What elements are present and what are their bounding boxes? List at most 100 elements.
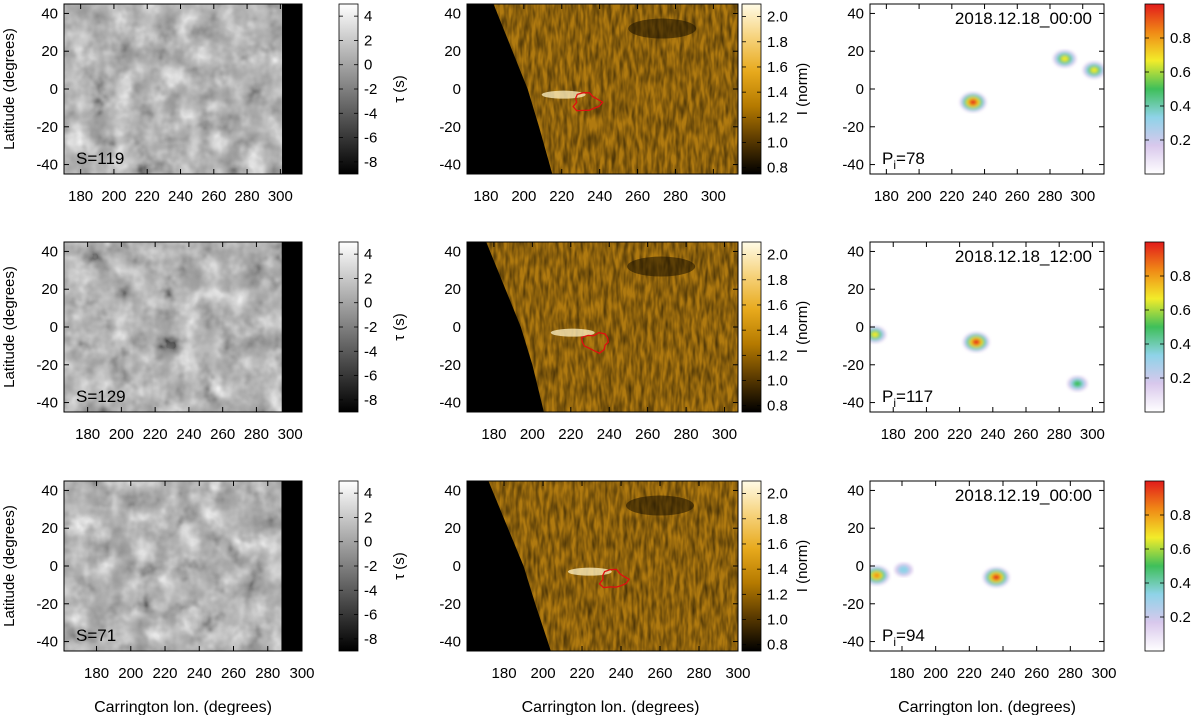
y-tick-label: 0	[856, 558, 864, 575]
colorbar-tick-label: 4	[364, 246, 372, 263]
colorbar-tau-row2: 4 2 0 -2 -4 -6 -8 τ (s)	[338, 241, 408, 413]
active-region-contour	[572, 92, 604, 112]
blob-level	[973, 339, 980, 345]
colorbar-probability-row2: 0.8 0.6 0.4 0.2	[1144, 241, 1191, 413]
colorbar-tick-label: 2.0	[767, 247, 788, 264]
colorbar-tick-label: 0.8	[767, 160, 788, 177]
y-tick-label: 0	[50, 558, 58, 575]
colorbar-tick-label: -8	[364, 392, 377, 409]
plot-area	[870, 481, 1104, 651]
colorbar-tick-label: 1.4	[767, 322, 788, 339]
colorbar-label: τ (s)	[391, 75, 408, 103]
panel-annotation: S=129	[76, 387, 126, 406]
y-tick-label: 40	[847, 482, 864, 499]
panel-date-title: 2018.12.18_00:00	[955, 9, 1092, 28]
x-tick-label: 220	[558, 426, 583, 443]
colorbar-intensity-row2: 2.0 1.8 1.6 1.4 1.2 1.0 0.8 I (norm)	[741, 241, 811, 415]
x-tick-label: 180	[84, 665, 109, 682]
probability-blob	[960, 92, 987, 112]
y-tick-label: 20	[41, 281, 58, 298]
x-tick-label: 200	[923, 665, 948, 682]
y-tick-label: 20	[847, 520, 864, 537]
probability-background	[870, 4, 1104, 174]
probability-background	[870, 242, 1104, 412]
y-tick-label: -20	[439, 596, 461, 613]
y-tick-label: 40	[444, 5, 461, 22]
colorbar-tick-label: 1.8	[767, 272, 788, 289]
y-tick-label: 20	[847, 281, 864, 298]
x-tick-label: 240	[176, 426, 201, 443]
plot-area	[64, 242, 302, 412]
y-tick-label: -20	[36, 119, 58, 136]
y-tick-label: 20	[444, 520, 461, 537]
probability-blob	[1083, 61, 1104, 79]
y-tick-label: 0	[453, 558, 461, 575]
colorbar-label: τ (s)	[391, 313, 408, 341]
x-tick-label: 240	[587, 188, 612, 205]
colorbar-intensity-row3: 2.0 1.8 1.6 1.4 1.2 1.0 0.8 I (norm)	[741, 480, 811, 654]
colorbar-tick-label: 1.2	[767, 109, 788, 126]
y-tick-label: 0	[453, 319, 461, 336]
plot-area	[870, 4, 1104, 174]
plot-area	[64, 481, 302, 651]
dark-patch	[627, 256, 696, 277]
y-tick-label: 0	[50, 81, 58, 98]
y-tick-label: 40	[41, 243, 58, 260]
blob-level	[993, 574, 1000, 580]
x-tick-label: 220	[957, 665, 982, 682]
colorbar-tau-row1: 4 2 0 -2 -4 -6 -8 τ (s)	[338, 3, 408, 175]
colorbar-tick-label: 0.8	[1170, 268, 1191, 285]
y-tick-label: 20	[444, 281, 461, 298]
colorbar-probability-row1: 0.8 0.6 0.4 0.2	[1144, 3, 1191, 175]
panel-annotation: Pi=78	[882, 149, 925, 172]
colorbar-label: τ (s)	[391, 552, 408, 580]
colorbar-tick-label: -8	[364, 154, 377, 171]
x-axis-label: Carrington lon. (degrees)	[522, 699, 700, 715]
panel-intensity-row3: 180 200 220 240 260 280 30040200-20-40Carringt…	[439, 480, 751, 715]
x-tick-label: 280	[1058, 665, 1083, 682]
colorbar-tick-label: 1.2	[767, 586, 788, 603]
colorbar-tick-label: 0.8	[767, 637, 788, 654]
x-tick-label: 180	[492, 665, 517, 682]
y-tick-label: 0	[50, 319, 58, 336]
x-tick-label: 280	[686, 665, 711, 682]
x-tick-label: 200	[101, 188, 126, 205]
colorbar-tick-label: 4	[364, 8, 372, 25]
x-tick-label: 260	[221, 665, 246, 682]
dark-patch	[628, 18, 697, 39]
colorbar-tick-label: -4	[364, 582, 377, 599]
colorbar-tick-label: 1.6	[767, 59, 788, 76]
x-axis-label: Carrington lon. (degrees)	[898, 699, 1076, 715]
panel-annotation: Pi=117	[882, 387, 933, 410]
plot-area	[64, 4, 302, 174]
x-tick-label: 240	[187, 665, 212, 682]
x-tick-label: 240	[168, 188, 193, 205]
tau-field	[64, 242, 302, 412]
y-tick-label: -40	[842, 634, 864, 651]
colorbar-tick-label: -6	[364, 130, 377, 147]
probability-blob	[1053, 50, 1077, 68]
colorbar-tick-label: -6	[364, 607, 377, 624]
colorbar-tick-label: 1.0	[767, 612, 788, 629]
colorbar-tick-label: 1.4	[767, 561, 788, 578]
x-tick-label: 240	[597, 426, 622, 443]
colorbar-tick-label: 0.6	[1170, 302, 1191, 319]
y-tick-label: -40	[36, 157, 58, 174]
colorbar-tick-label: -6	[364, 368, 377, 385]
y-tick-label: -40	[439, 634, 461, 651]
y-tick-label: -20	[36, 357, 58, 374]
y-tick-label: 40	[847, 243, 864, 260]
y-tick-label: 40	[444, 243, 461, 260]
dark-patch	[626, 495, 695, 516]
x-tick-label: 260	[201, 188, 226, 205]
off-disk-region	[467, 242, 544, 412]
y-tick-label: -20	[439, 357, 461, 374]
x-tick-label: 260	[1005, 188, 1030, 205]
colorbar-tick-label: 0	[364, 57, 372, 74]
bright-plage	[541, 90, 586, 99]
